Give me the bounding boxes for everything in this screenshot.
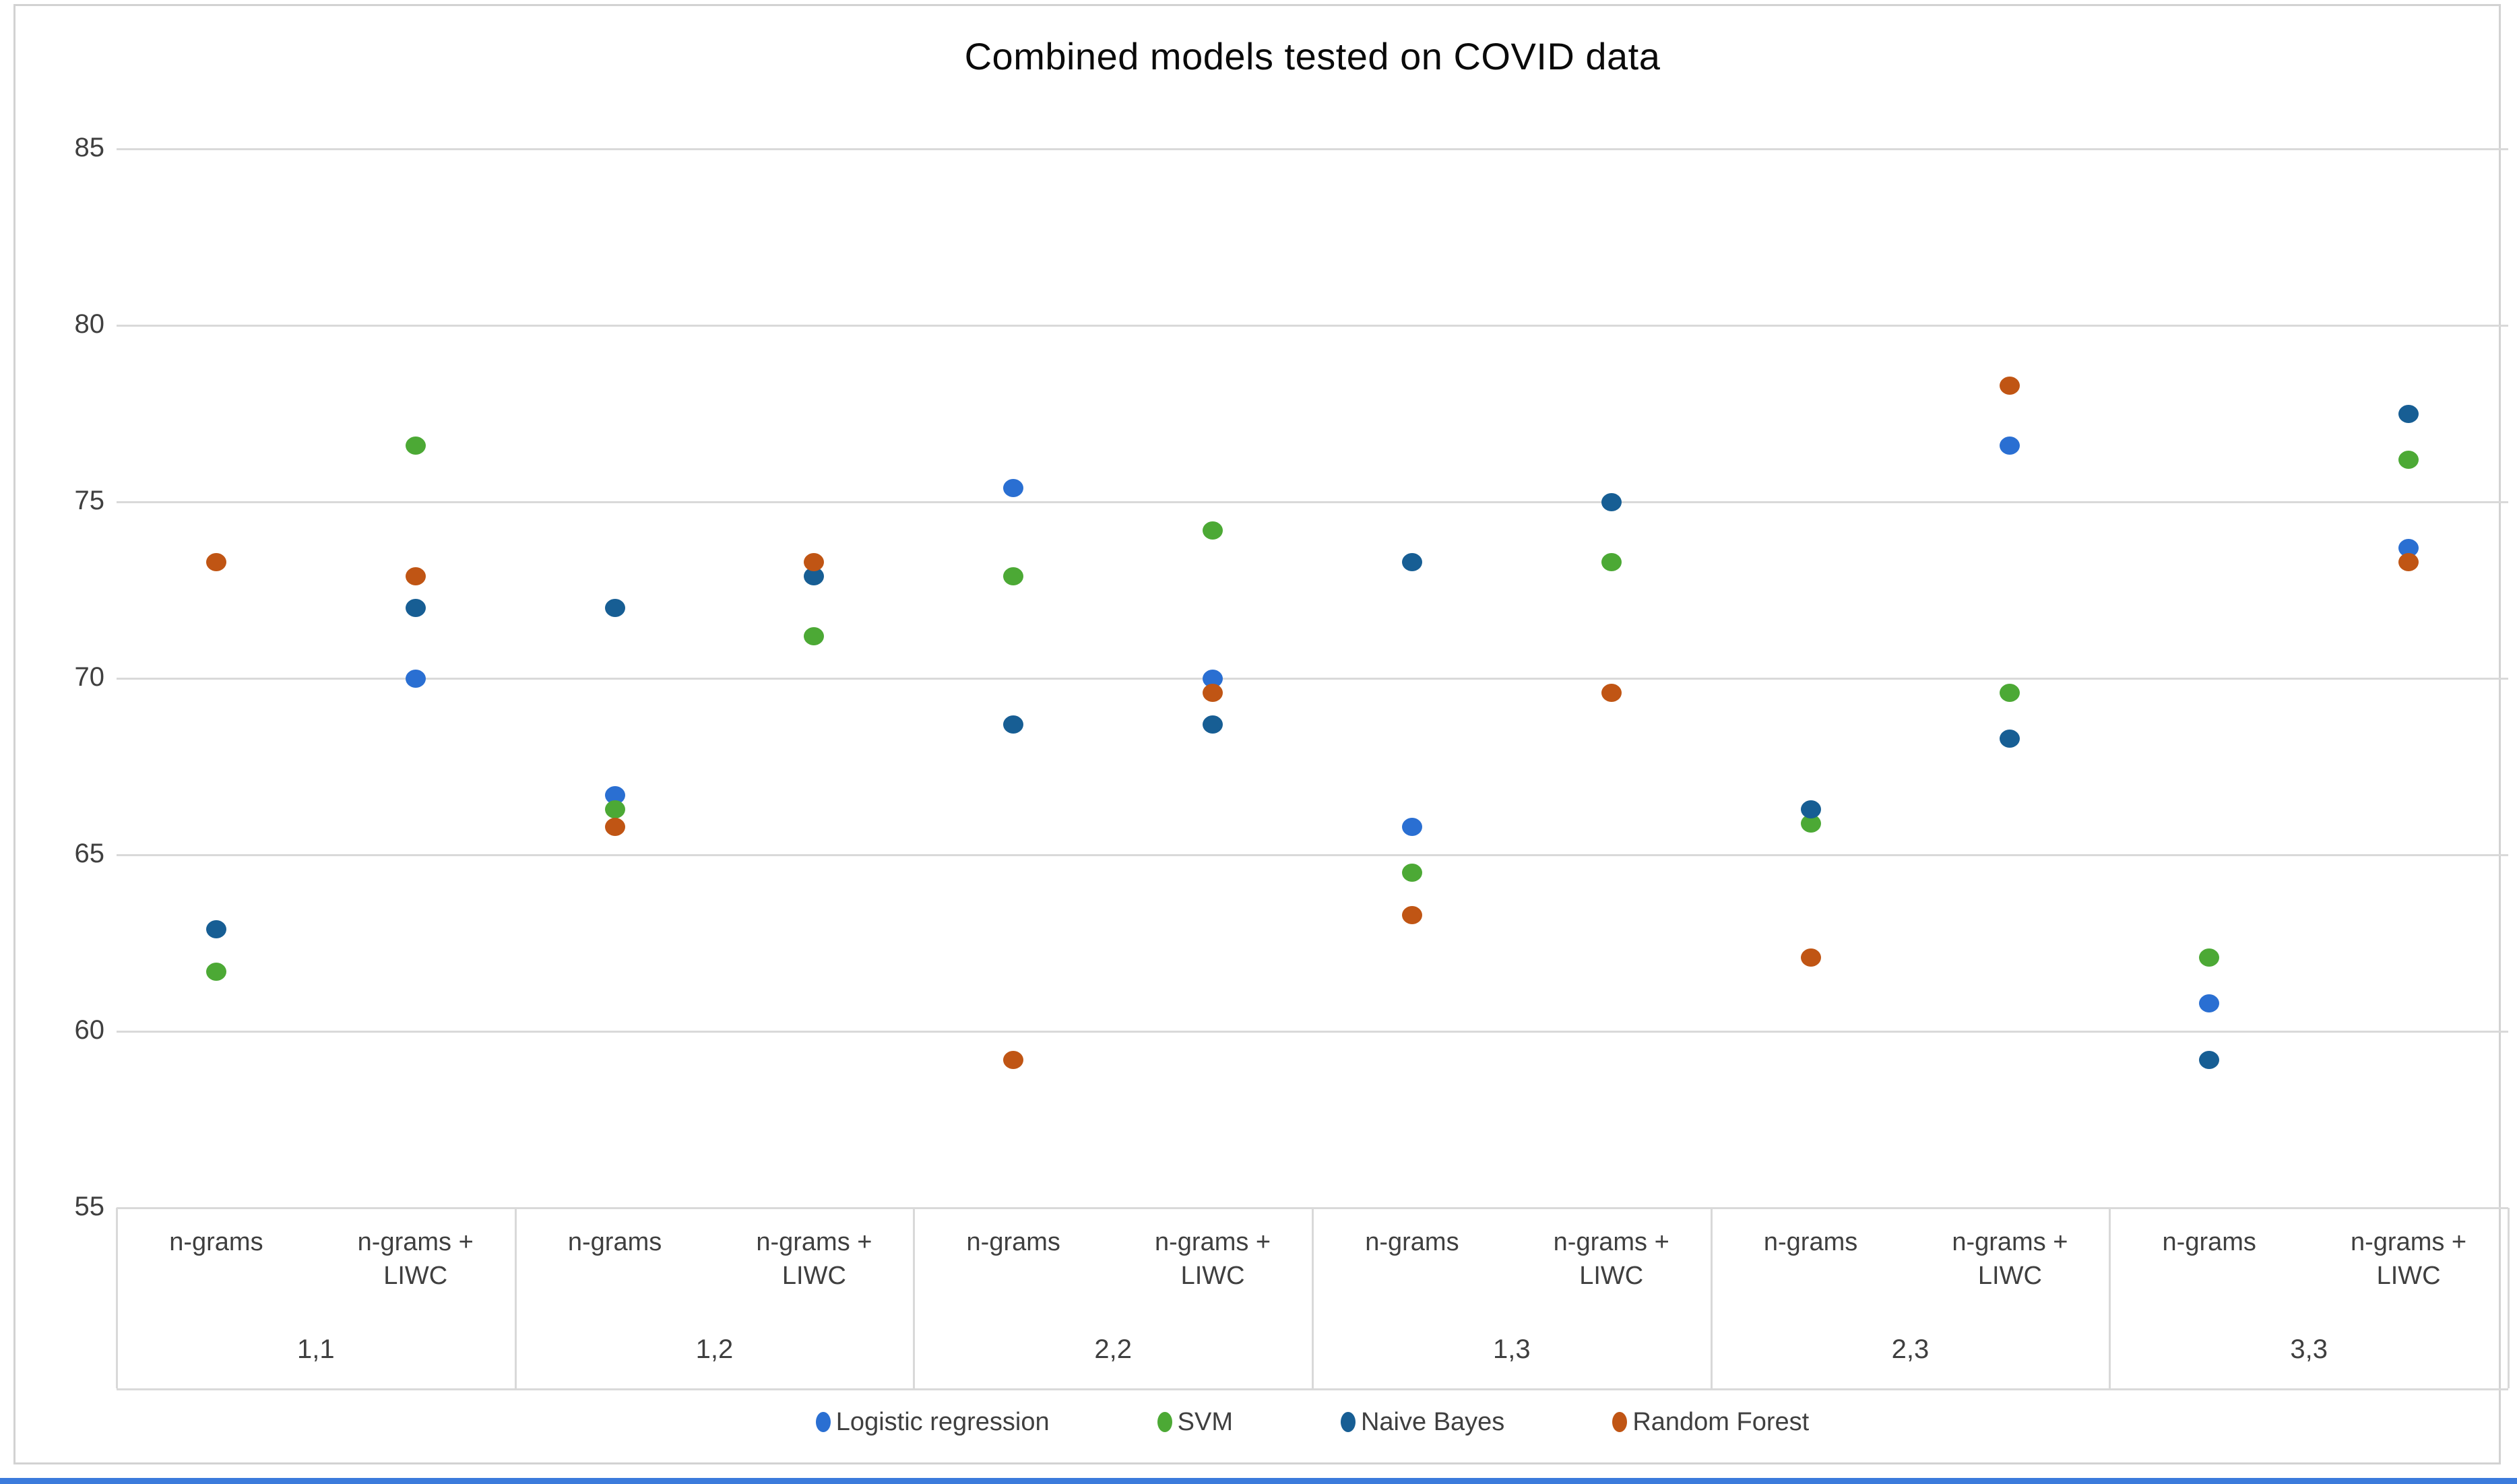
gridline-70	[117, 678, 2508, 680]
data-point[interactable]	[1203, 715, 1223, 734]
group-label: 3,3	[2290, 1334, 2328, 1364]
data-point[interactable]	[604, 818, 625, 837]
group-label: 2,3	[1891, 1334, 1930, 1364]
y-tick-65: 65	[74, 839, 105, 868]
legend-label: SVM	[1177, 1407, 1233, 1436]
feature-set-label: n-grams + LIWC	[357, 1228, 474, 1290]
data-point[interactable]	[205, 920, 226, 939]
axis-group-separator	[514, 1208, 517, 1388]
feature-set-label: n-grams	[567, 1228, 662, 1256]
y-tick-80: 80	[74, 309, 105, 339]
group-label: 1,1	[297, 1334, 335, 1364]
feature-set-label: n-grams	[1763, 1228, 1858, 1256]
data-point[interactable]	[804, 627, 825, 646]
gridline-80	[117, 325, 2508, 327]
data-point[interactable]	[1003, 479, 1024, 498]
data-point[interactable]	[1401, 906, 1422, 925]
feature-set-label: n-grams	[2162, 1228, 2256, 1256]
data-point[interactable]	[2398, 451, 2419, 470]
axis-group-separator	[116, 1208, 118, 1388]
group-label: 1,3	[1493, 1334, 1531, 1364]
axis-group-separator	[2508, 1208, 2510, 1388]
data-point[interactable]	[2199, 994, 2220, 1013]
data-point[interactable]	[205, 553, 226, 572]
legend-marker-icon	[1612, 1412, 1628, 1432]
legend-marker-icon	[1157, 1412, 1172, 1432]
feature-set-label: n-grams + LIWC	[1155, 1228, 1271, 1290]
data-point[interactable]	[1800, 800, 1821, 818]
data-point[interactable]	[1401, 818, 1422, 837]
legend-label: Naive Bayes	[1360, 1407, 1505, 1436]
legend-item-random-forest[interactable]: Random Forest	[1612, 1408, 1809, 1437]
feature-set-label: n-grams	[169, 1228, 263, 1256]
gridline-65	[117, 854, 2508, 856]
data-point[interactable]	[1601, 683, 1622, 702]
legend: Logistic regression SVM Naive Bayes Random …	[117, 1395, 2508, 1449]
y-tick-70: 70	[74, 662, 105, 692]
axis-group-separator	[1312, 1208, 1314, 1388]
data-point[interactable]	[1601, 493, 1622, 511]
legend-item-svm[interactable]: SVM	[1157, 1408, 1233, 1437]
chart-title: Combined models tested on COVID data	[964, 35, 1661, 77]
gridline-75	[117, 501, 2508, 503]
axis-group-separator	[913, 1208, 916, 1388]
data-point[interactable]	[2398, 553, 2419, 572]
data-point[interactable]	[405, 599, 426, 618]
data-point[interactable]	[804, 553, 825, 572]
data-point[interactable]	[2199, 1050, 2220, 1069]
data-point[interactable]	[1203, 521, 1223, 540]
window-edge-line	[0, 1478, 2517, 1484]
data-point[interactable]	[604, 599, 625, 618]
feature-set-label: n-grams + LIWC	[756, 1228, 872, 1290]
y-tick-75: 75	[74, 486, 105, 515]
data-point[interactable]	[2000, 377, 2020, 395]
data-point[interactable]	[2199, 948, 2220, 967]
feature-set-label: n-grams + LIWC	[1952, 1228, 2068, 1290]
data-point[interactable]	[2000, 437, 2020, 455]
data-point[interactable]	[1401, 864, 1422, 882]
data-point[interactable]	[1003, 715, 1024, 734]
data-point[interactable]	[1203, 683, 1223, 702]
data-point[interactable]	[2000, 730, 2020, 748]
data-point[interactable]	[1601, 553, 1622, 572]
data-point[interactable]	[205, 962, 226, 981]
legend-item-naive-bayes[interactable]: Naive Bayes	[1340, 1407, 1505, 1437]
data-point[interactable]	[405, 670, 426, 688]
legend-label: Logistic regression	[835, 1407, 1050, 1436]
data-point[interactable]	[1003, 1050, 1024, 1069]
group-label: 1,2	[695, 1334, 734, 1364]
chart-frame: Combined models tested on COVID data 85 8…	[13, 4, 2510, 1464]
group-label: 2,2	[1094, 1334, 1132, 1364]
feature-set-label: n-grams + LIWC	[2351, 1228, 2467, 1290]
data-point[interactable]	[1800, 948, 1821, 967]
legend-marker-icon	[1340, 1412, 1356, 1432]
feature-set-label: n-grams + LIWC	[1553, 1228, 1669, 1290]
feature-set-label: n-grams	[1365, 1228, 1459, 1256]
data-point[interactable]	[405, 437, 426, 455]
data-point[interactable]	[2000, 683, 2020, 702]
data-point[interactable]	[1401, 553, 1422, 572]
axis-group-separator	[1710, 1208, 1713, 1388]
y-tick-85: 85	[74, 133, 105, 162]
y-tick-60: 60	[74, 1015, 105, 1045]
gridline-85	[117, 148, 2508, 150]
data-point[interactable]	[2398, 405, 2419, 423]
data-point[interactable]	[1003, 567, 1024, 586]
axis-group-separator	[2109, 1208, 2111, 1388]
feature-set-label: n-grams	[966, 1228, 1060, 1256]
axis-band-bottom-line	[117, 1388, 2508, 1390]
data-point[interactable]	[604, 800, 625, 818]
legend-marker-icon	[815, 1412, 831, 1432]
gridline-60	[117, 1031, 2508, 1033]
legend-label: Random Forest	[1632, 1407, 1810, 1436]
legend-item-logistic-regression[interactable]: Logistic regression	[815, 1407, 1050, 1437]
y-tick-55: 55	[74, 1192, 105, 1221]
data-point[interactable]	[405, 567, 426, 586]
